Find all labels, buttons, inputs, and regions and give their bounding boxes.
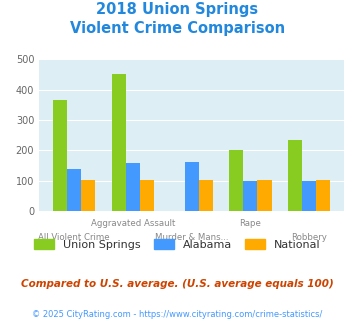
Legend: Union Springs, Alabama, National: Union Springs, Alabama, National <box>34 240 321 250</box>
Bar <box>244 181 257 211</box>
Text: Violent Crime Comparison: Violent Crime Comparison <box>70 21 285 36</box>
Bar <box>53 100 67 211</box>
Bar <box>185 162 199 211</box>
Text: Rape: Rape <box>240 219 261 228</box>
Bar <box>140 180 154 211</box>
Text: All Violent Crime: All Violent Crime <box>38 233 110 242</box>
Text: Compared to U.S. average. (U.S. average equals 100): Compared to U.S. average. (U.S. average … <box>21 279 334 289</box>
Text: Aggravated Assault: Aggravated Assault <box>91 219 175 228</box>
Bar <box>112 74 126 211</box>
Text: © 2025 CityRating.com - https://www.cityrating.com/crime-statistics/: © 2025 CityRating.com - https://www.city… <box>32 310 323 319</box>
Bar <box>316 180 330 211</box>
Text: Murder & Mans...: Murder & Mans... <box>155 233 229 242</box>
Text: 2018 Union Springs: 2018 Union Springs <box>97 2 258 16</box>
Bar <box>67 169 81 211</box>
Text: Robbery: Robbery <box>291 233 327 242</box>
Bar <box>126 163 140 211</box>
Bar <box>229 150 244 211</box>
Bar <box>288 140 302 211</box>
Bar <box>199 180 213 211</box>
Bar <box>81 180 95 211</box>
Bar <box>257 180 272 211</box>
Bar <box>302 181 316 211</box>
